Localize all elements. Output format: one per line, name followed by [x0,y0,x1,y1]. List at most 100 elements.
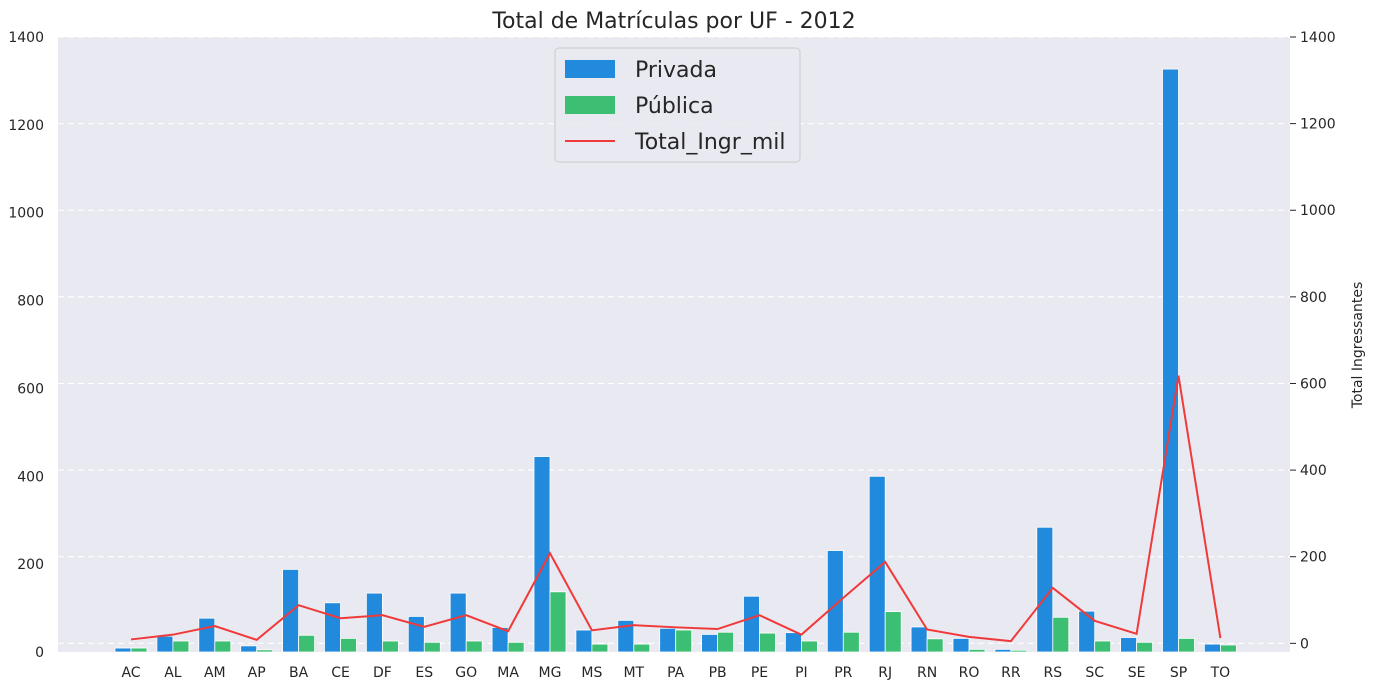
bar-p-blica-rj [884,611,902,653]
bar-p-blica-am [214,640,232,653]
bar-privada-se [1120,637,1137,653]
bar-p-blica-sp [1178,637,1195,653]
right-tick-label: 0 [1300,636,1309,652]
legend-box [554,47,801,163]
bar-p-blica-to [1220,644,1237,653]
bar-p-blica-rs [1052,616,1070,653]
left-tick-label: 0 [35,645,44,661]
bar-privada-mt [617,619,635,653]
bar-privada-sc [1078,610,1096,653]
left-tick-label: 200 [17,557,44,573]
x-tick-label: PA [667,665,685,681]
bar-p-blica-go [465,640,483,653]
x-tick-label: AM [204,665,226,681]
x-axis: AC AL AM AP BA CE DF ES GO MA MG MS MT PA PB PE PI PR RJ RN… [121,665,1230,681]
right-y-axis: 0 200 400 600 800 1000 1200 1400 [1290,30,1336,652]
bar-privada-al [156,635,174,653]
left-y-axis: 0 200 400 600 800 1000 1200 1400 [8,30,44,661]
bar-privada-go [449,592,467,653]
bar-privada-pe [743,595,760,653]
x-tick-label: RS [1043,665,1062,681]
bar-p-blica-pe [759,632,776,653]
x-tick-label: SE [1128,665,1146,681]
right-tick-label: 1200 [1300,117,1336,133]
bar-p-blica-ba [298,634,316,653]
bar-p-blica-ce [340,637,357,653]
bar-p-blica-df [381,640,399,653]
x-tick-label: RR [1001,665,1021,681]
bar-privada-ac [114,647,132,653]
right-tick-label: 1400 [1300,30,1336,46]
left-tick-label: 1200 [8,118,44,134]
x-tick-label: PR [834,665,852,681]
x-tick-label: GO [455,665,477,681]
x-tick-label: PI [795,665,808,681]
bar-p-blica-rn [926,638,944,653]
legend-label: Privada [635,58,717,83]
bar-privada-to [1204,643,1221,653]
left-tick-label: 800 [17,294,44,310]
bar-p-blica-pa [675,629,693,653]
bar-p-blica-ap [256,649,274,653]
right-tick-label: 600 [1300,376,1327,392]
bar-privada-rj [868,475,886,653]
bar-privada-pr [826,550,844,653]
x-tick-label: PB [709,665,727,681]
bar-privada-rn [910,626,928,653]
right-tick-label: 800 [1300,290,1327,306]
bar-p-blica-mt [633,643,651,653]
right-tick-label: 400 [1300,463,1327,479]
legend-swatch [565,96,615,114]
bar-p-blica-pb [717,631,734,653]
bar-privada-rr [994,648,1012,653]
right-axis-label: Total Ingressantes [1350,282,1366,410]
bar-p-blica-al [172,640,190,653]
bar-privada-pa [659,627,677,653]
bar-p-blica-ms [591,643,609,653]
left-tick-label: 400 [17,469,44,485]
bar-privada-pb [701,634,718,653]
bar-privada-df [365,592,383,653]
bar-privada-ap [240,645,258,653]
bar-privada-ms [575,629,593,653]
x-tick-label: SC [1085,665,1104,681]
chart-title: Total de Matrículas por UF - 2012 [491,9,855,34]
legend-label: Total_Ingr_mil [634,130,785,155]
x-tick-label: AC [121,665,140,681]
bar-p-blica-sc [1094,640,1112,653]
x-tick-label: PE [751,665,768,681]
x-tick-label: MG [539,665,562,681]
bar-p-blica-pr [842,631,860,653]
x-tick-label: SP [1170,665,1187,681]
bar-p-blica-ac [130,647,148,653]
bar-privada-mg [533,456,551,653]
bar-privada-es [407,616,425,653]
x-tick-label: RO [959,665,980,681]
x-tick-label: BA [289,665,309,681]
x-tick-label: CE [331,665,350,681]
x-tick-label: RN [917,665,937,681]
right-tick-label: 200 [1300,550,1327,566]
bar-p-blica-rr [1010,649,1028,653]
x-tick-label: AP [248,665,266,681]
x-tick-label: RJ [878,665,892,681]
x-tick-label: MA [497,665,519,681]
x-tick-label: ES [415,665,433,681]
legend: Privada Pública Total_Ingr_mil [554,47,801,163]
x-tick-label: DF [373,665,392,681]
x-tick-label: MT [623,665,644,681]
bar-privada-pi [785,632,802,653]
bar-privada-ce [324,602,341,653]
right-tick-label: 1000 [1300,203,1336,219]
left-tick-label: 1400 [8,30,44,46]
legend-label: Pública [635,94,714,119]
bar-p-blica-ro [968,648,986,653]
bar-privada-rs [1036,526,1054,653]
bar-privada-ro [952,637,970,653]
legend-swatch [565,60,615,78]
bar-p-blica-mg [549,591,567,653]
bar-p-blica-pi [801,640,818,653]
left-tick-label: 1000 [8,206,44,222]
bar-p-blica-ma [507,641,525,653]
x-tick-label: AL [164,665,182,681]
